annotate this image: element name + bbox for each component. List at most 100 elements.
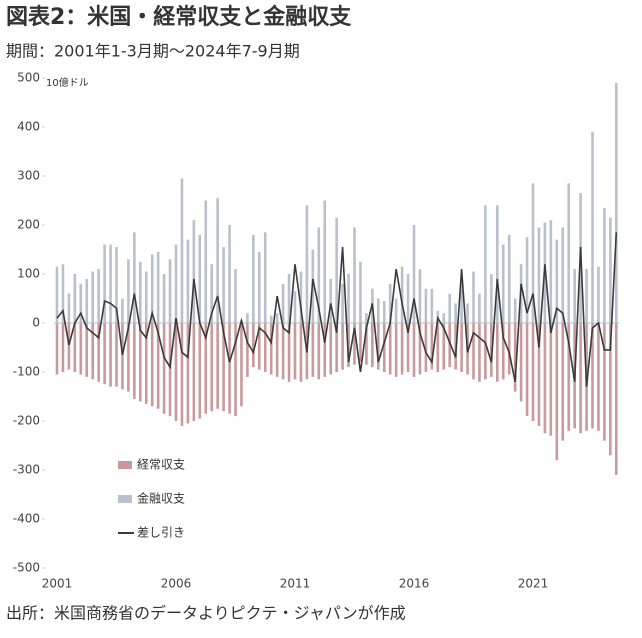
bar (525, 237, 529, 323)
bar (531, 323, 535, 421)
bar (579, 323, 582, 434)
bar (365, 323, 368, 365)
bar (204, 323, 208, 414)
bar (549, 323, 553, 436)
bar (329, 278, 332, 323)
bar (377, 298, 380, 323)
bar (496, 323, 499, 382)
bar (394, 298, 398, 323)
bar (388, 283, 392, 323)
bar (258, 251, 261, 323)
x-tick-label: 2016 (399, 577, 430, 591)
bar (317, 227, 321, 323)
bar (216, 323, 219, 409)
bar (127, 323, 130, 392)
y-tick-label: -400 (13, 512, 40, 526)
bar (430, 323, 434, 370)
bar (115, 323, 118, 387)
bar (228, 323, 231, 414)
bar (186, 239, 190, 323)
bar (472, 323, 475, 380)
chart-title: 図表2：米国・経常収支と金融収支 (6, 4, 352, 30)
bar (156, 251, 160, 323)
bar (269, 315, 273, 323)
bar (61, 264, 65, 323)
bar (561, 227, 565, 323)
bar (109, 323, 112, 387)
bar (103, 244, 106, 323)
bar (513, 323, 517, 392)
bar (246, 323, 249, 377)
bar (567, 323, 570, 431)
bar (61, 323, 65, 372)
bar (418, 269, 422, 323)
bar (353, 227, 356, 323)
bar (537, 227, 541, 323)
bar (240, 323, 243, 407)
bar (442, 313, 446, 323)
bar (73, 323, 77, 372)
bar (305, 205, 309, 323)
x-tick-label: 2001 (42, 577, 73, 591)
bar (55, 266, 59, 323)
bar (293, 291, 297, 323)
bar (436, 323, 440, 372)
bar (347, 323, 350, 368)
bar (400, 323, 404, 375)
bar (555, 239, 559, 323)
bar (139, 261, 142, 323)
bar (496, 205, 499, 323)
bar (537, 323, 541, 426)
bar (412, 225, 416, 323)
bar (210, 323, 213, 412)
legend-label: 金融収支 (137, 491, 185, 506)
legend-label: 経常収支 (137, 458, 185, 472)
bar (430, 288, 434, 323)
bar (222, 323, 225, 412)
bar (394, 323, 398, 377)
bar (73, 274, 77, 323)
bar (281, 283, 285, 323)
bar (466, 303, 469, 323)
bar (67, 293, 71, 323)
bar (281, 323, 285, 380)
bar (109, 244, 112, 323)
bar (418, 323, 422, 375)
bar (585, 269, 588, 323)
bar (406, 274, 410, 323)
bar (252, 323, 255, 368)
bar (103, 323, 106, 385)
bar (388, 323, 392, 375)
bar (67, 323, 71, 370)
bar (478, 293, 481, 323)
bar (139, 323, 142, 402)
bar (335, 217, 338, 323)
bar (507, 323, 511, 375)
bar (478, 323, 481, 382)
bar (91, 271, 94, 323)
bar (234, 269, 237, 323)
bar (597, 323, 600, 431)
bar (275, 323, 279, 377)
bar (484, 323, 487, 380)
bar (162, 323, 166, 414)
bar (406, 323, 410, 372)
bar (144, 323, 148, 404)
bar (615, 323, 618, 475)
bar (359, 261, 362, 323)
bar (299, 323, 303, 382)
bar (609, 323, 612, 456)
bar (341, 283, 344, 323)
bar (198, 234, 202, 323)
bar (603, 207, 606, 323)
bar (192, 323, 196, 421)
legend-label: 差し引き (137, 526, 185, 540)
y-tick-label: 100 (17, 267, 40, 281)
bar (424, 323, 428, 372)
bar (180, 178, 184, 323)
bar (246, 313, 249, 323)
bar (121, 298, 124, 323)
bar (127, 259, 130, 323)
bar (573, 269, 576, 323)
y-tick-label: -200 (13, 414, 40, 428)
